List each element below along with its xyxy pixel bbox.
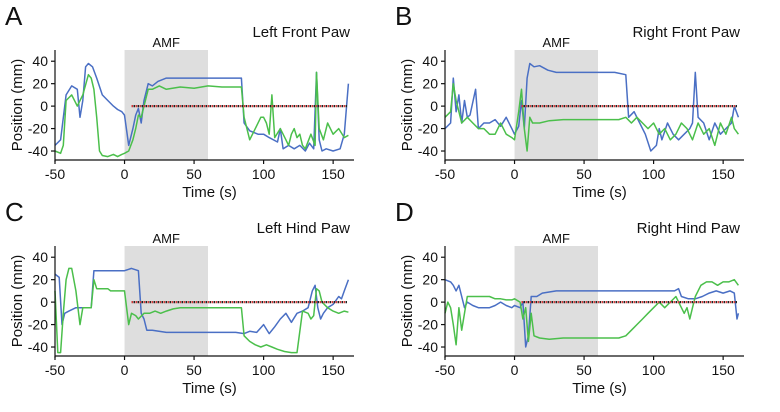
shaded-region-label: AMF [153,231,181,246]
x-tick-label: 150 [711,166,735,182]
x-tick-label: 0 [121,362,129,378]
panel-letter: B [395,1,412,31]
y-tick-label: 20 [32,272,48,288]
y-tick-label: 0 [430,294,438,310]
panel-title: Left Hind Paw [257,220,351,237]
x-tick-label: 50 [576,166,592,182]
series-line-blue [444,62,740,152]
panel-title: Left Front Paw [252,24,350,41]
y-axis-label: Position (mm) [9,255,26,348]
panel-right-front-paw: AMF 40 20 0 -20 -40 -50 0 50 100 150 Time (s) Positi… [395,1,744,201]
y-tick-label: -40 [28,339,48,355]
x-tick-label: 150 [321,362,345,378]
y-axis-label: Position (mm) [399,255,416,348]
y-tick-label: -20 [28,121,48,137]
panel-left-front-paw: AMF 40 20 0 -20 -40 -50 0 50 100 150 Time (s) Positi… [5,1,354,201]
panel-title: Right Hind Paw [637,220,741,237]
y-tick-label: 40 [32,249,48,265]
x-tick-label: 150 [711,362,735,378]
x-tick-label: 100 [642,166,666,182]
panel-letter: C [5,197,24,227]
y-tick-label: 40 [422,249,438,265]
series-line-green [54,71,349,158]
x-axis-label: Time (s) [182,380,236,397]
x-tick-label: -50 [45,362,65,378]
x-tick-label: 0 [511,166,519,182]
y-tick-label: -40 [418,339,438,355]
y-tick-label: 40 [32,53,48,69]
panel-right-hind-paw: AMF 40 20 0 -20 -40 -50 0 50 100 150 Time (s) Positi… [395,197,744,397]
x-axis-label: Time (s) [182,184,236,201]
panel-title: Right Front Paw [632,24,740,41]
x-axis-label: Time (s) [572,380,626,397]
y-tick-label: 20 [422,272,438,288]
y-axis-label: Position (mm) [399,59,416,152]
x-tick-label: -50 [45,166,65,182]
x-tick-label: 100 [252,166,276,182]
panel-left-hind-paw: AMF 40 20 0 -20 -40 -50 0 50 100 150 Time (s) Positi… [5,197,354,397]
panel-letter: A [5,1,23,31]
y-tick-label: -20 [418,317,438,333]
y-tick-label: 0 [40,294,48,310]
y-tick-label: -40 [418,143,438,159]
x-tick-label: 100 [252,362,276,378]
shaded-region-label: AMF [543,35,571,50]
y-tick-label: -20 [418,121,438,137]
y-tick-label: 40 [422,53,438,69]
shaded-region-label: AMF [543,231,571,246]
series-line-green [54,267,349,354]
y-tick-label: -40 [28,143,48,159]
y-tick-label: 0 [430,98,438,114]
series-line-blue [54,62,350,152]
y-tick-label: 20 [32,76,48,92]
x-tick-label: 50 [576,362,592,378]
x-tick-label: -50 [435,362,455,378]
x-axis-label: Time (s) [572,184,626,201]
shaded-region-label: AMF [153,35,181,50]
x-tick-label: 150 [321,166,345,182]
x-tick-label: 0 [121,166,129,182]
y-tick-label: -20 [28,317,48,333]
series-line-green [444,278,740,346]
series-line-green [444,82,740,152]
x-tick-label: 50 [186,362,202,378]
x-tick-label: -50 [435,166,455,182]
y-tick-label: 0 [40,98,48,114]
y-tick-label: 20 [422,76,438,92]
panel-letter: D [395,197,414,227]
x-tick-label: 50 [186,166,202,182]
x-tick-label: 0 [511,362,519,378]
x-tick-label: 100 [642,362,666,378]
series-line-blue [444,279,740,348]
y-axis-label: Position (mm) [9,59,26,152]
